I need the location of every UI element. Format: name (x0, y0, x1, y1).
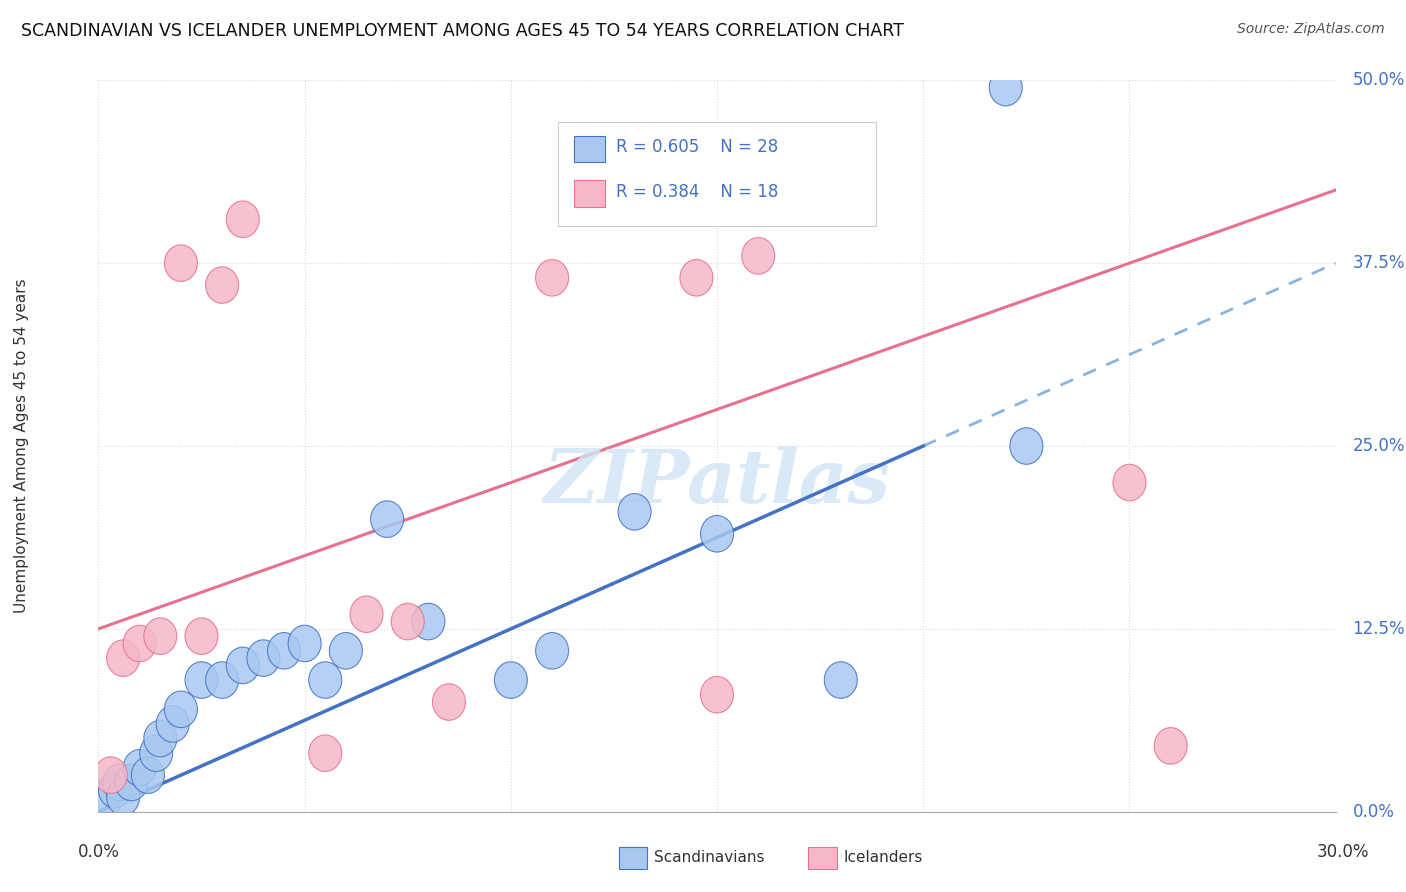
Text: SCANDINAVIAN VS ICELANDER UNEMPLOYMENT AMONG AGES 45 TO 54 YEARS CORRELATION CHA: SCANDINAVIAN VS ICELANDER UNEMPLOYMENT A… (21, 22, 904, 40)
Ellipse shape (742, 237, 775, 274)
Ellipse shape (103, 764, 135, 801)
Text: 0.0%: 0.0% (77, 843, 120, 861)
Text: Unemployment Among Ages 45 to 54 years: Unemployment Among Ages 45 to 54 years (14, 278, 28, 614)
Ellipse shape (124, 625, 156, 662)
Ellipse shape (131, 756, 165, 794)
Ellipse shape (267, 632, 301, 669)
Ellipse shape (412, 603, 444, 640)
Ellipse shape (115, 764, 148, 801)
Ellipse shape (226, 201, 259, 237)
Ellipse shape (288, 625, 321, 662)
Ellipse shape (371, 500, 404, 537)
Text: 37.5%: 37.5% (1353, 254, 1405, 272)
Text: 25.0%: 25.0% (1353, 437, 1405, 455)
Text: 0.0%: 0.0% (1353, 803, 1395, 821)
Text: R = 0.605    N = 28: R = 0.605 N = 28 (616, 138, 778, 156)
Ellipse shape (329, 632, 363, 669)
Ellipse shape (143, 618, 177, 655)
Ellipse shape (107, 779, 139, 815)
Text: R = 0.384    N = 18: R = 0.384 N = 18 (616, 183, 778, 201)
Ellipse shape (990, 70, 1022, 106)
Ellipse shape (700, 676, 734, 713)
Ellipse shape (309, 735, 342, 772)
Text: Scandinavians: Scandinavians (654, 850, 765, 864)
Ellipse shape (700, 516, 734, 552)
Ellipse shape (1114, 464, 1146, 501)
Ellipse shape (165, 245, 197, 282)
Text: Icelanders: Icelanders (844, 850, 922, 864)
Text: 12.5%: 12.5% (1353, 620, 1405, 638)
Ellipse shape (495, 662, 527, 698)
Ellipse shape (107, 640, 139, 676)
Ellipse shape (186, 662, 218, 698)
Ellipse shape (247, 640, 280, 676)
Ellipse shape (124, 749, 156, 786)
Text: 30.0%: 30.0% (1316, 843, 1369, 861)
Ellipse shape (1154, 728, 1187, 764)
Ellipse shape (350, 596, 382, 632)
Ellipse shape (433, 683, 465, 721)
Ellipse shape (90, 779, 124, 815)
Text: 50.0%: 50.0% (1353, 71, 1405, 89)
Ellipse shape (536, 632, 568, 669)
Ellipse shape (205, 267, 239, 303)
Ellipse shape (94, 756, 128, 794)
Ellipse shape (824, 662, 858, 698)
Ellipse shape (619, 493, 651, 530)
Ellipse shape (98, 772, 131, 808)
Ellipse shape (309, 662, 342, 698)
Ellipse shape (536, 260, 568, 296)
Text: ZIPatlas: ZIPatlas (544, 446, 890, 519)
Text: Source: ZipAtlas.com: Source: ZipAtlas.com (1237, 22, 1385, 37)
Ellipse shape (165, 691, 197, 728)
Ellipse shape (681, 260, 713, 296)
Ellipse shape (143, 721, 177, 756)
Ellipse shape (226, 648, 259, 683)
Ellipse shape (156, 706, 190, 742)
Ellipse shape (139, 735, 173, 772)
Ellipse shape (391, 603, 425, 640)
Ellipse shape (1010, 428, 1043, 464)
Ellipse shape (205, 662, 239, 698)
Ellipse shape (186, 618, 218, 655)
